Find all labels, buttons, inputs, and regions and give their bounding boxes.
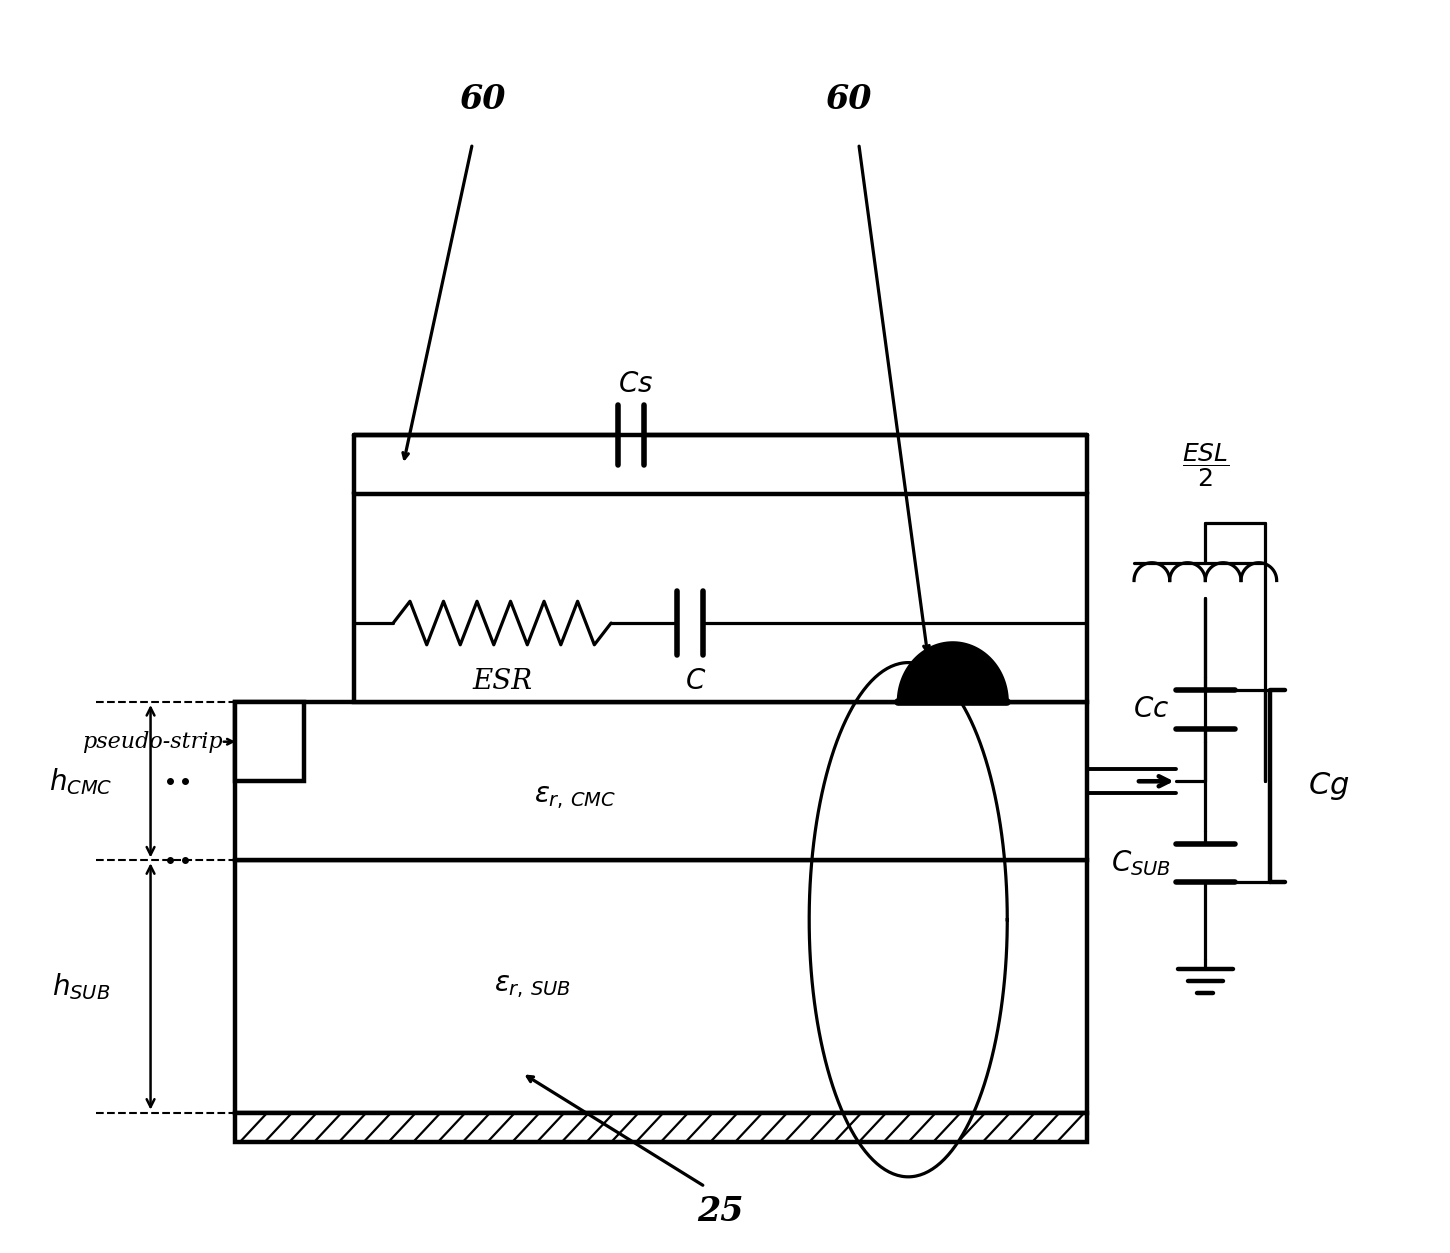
Text: $C_{SUB}$: $C_{SUB}$ bbox=[1111, 848, 1172, 878]
Text: 60: 60 bbox=[825, 83, 871, 115]
Text: 60: 60 bbox=[460, 83, 506, 115]
Bar bbox=[235, 1113, 1086, 1143]
Text: $C$: $C$ bbox=[684, 668, 706, 694]
Text: $Cg$: $Cg$ bbox=[1308, 771, 1350, 802]
Polygon shape bbox=[899, 643, 1008, 702]
Text: pseudo-strip: pseudo-strip bbox=[83, 730, 223, 753]
Bar bbox=[354, 495, 1086, 702]
Text: $Cs$: $Cs$ bbox=[618, 371, 654, 397]
Text: $\mathit{\varepsilon_{r,\,SUB}}$: $\mathit{\varepsilon_{r,\,SUB}}$ bbox=[494, 974, 571, 1000]
Text: $h_{CMC}$: $h_{CMC}$ bbox=[49, 766, 113, 797]
Text: ESR: ESR bbox=[473, 668, 532, 694]
Text: $\mathit{\varepsilon_{r,\,CMC}}$: $\mathit{\varepsilon_{r,\,CMC}}$ bbox=[535, 783, 616, 811]
Text: $h_{SUB}$: $h_{SUB}$ bbox=[52, 971, 110, 1002]
Bar bbox=[235, 702, 304, 782]
Text: 25: 25 bbox=[697, 1195, 744, 1228]
Bar bbox=[235, 861, 1086, 1113]
Bar bbox=[235, 702, 1086, 861]
Text: $\dfrac{ESL}{2}$: $\dfrac{ESL}{2}$ bbox=[1182, 441, 1230, 489]
Text: $Cc$: $Cc$ bbox=[1132, 697, 1169, 723]
